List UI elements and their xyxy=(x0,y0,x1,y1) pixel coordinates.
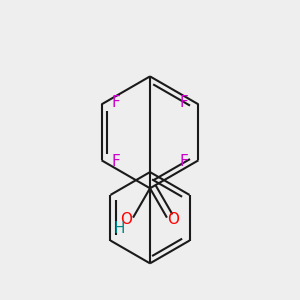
Text: F: F xyxy=(111,95,120,110)
Text: F: F xyxy=(111,154,120,169)
Text: F: F xyxy=(180,95,189,110)
Text: F: F xyxy=(180,154,189,169)
Text: H: H xyxy=(113,221,125,236)
Text: O: O xyxy=(167,212,179,226)
Text: O: O xyxy=(121,212,133,226)
